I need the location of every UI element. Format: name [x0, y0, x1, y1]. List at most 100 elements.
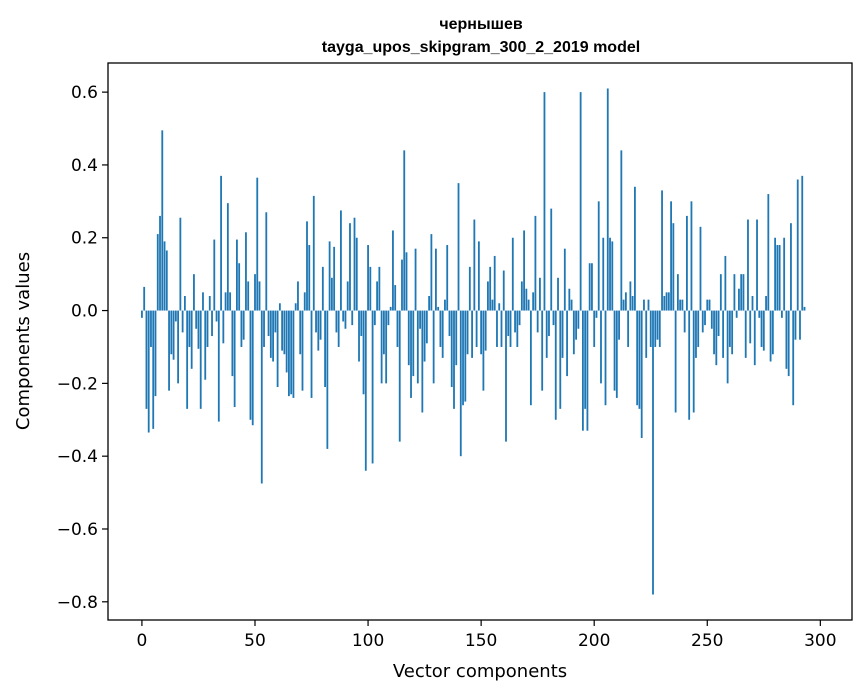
bar: [394, 285, 397, 311]
bar: [670, 201, 672, 311]
bar: [588, 263, 591, 311]
x-tick-label: 200: [578, 631, 610, 651]
bar: [226, 203, 229, 311]
bar: [658, 310, 661, 347]
bar: [640, 310, 643, 438]
bar: [294, 303, 297, 311]
bar: [708, 299, 711, 311]
bar: [168, 310, 170, 391]
bar: [765, 295, 767, 311]
bar: [342, 310, 345, 322]
bar: [330, 277, 333, 311]
bar: [505, 310, 507, 442]
bar: [767, 194, 770, 311]
bar: [539, 277, 541, 311]
bar: [462, 310, 464, 406]
bar: [468, 266, 471, 311]
bar: [663, 295, 666, 311]
bar: [572, 310, 575, 355]
bar: [156, 234, 159, 311]
bar: [448, 310, 451, 337]
bar: [242, 310, 245, 340]
bar: [559, 310, 562, 409]
bar: [638, 310, 641, 409]
bar: [561, 310, 564, 358]
bar: [457, 183, 460, 311]
bar: [159, 215, 161, 311]
bar: [480, 310, 483, 355]
bar: [310, 310, 313, 398]
bar: [697, 310, 700, 347]
bar: [211, 310, 213, 337]
bar: [676, 274, 679, 311]
bar: [145, 310, 148, 409]
bar: [604, 310, 607, 406]
bar: [527, 299, 530, 311]
bar: [283, 310, 286, 355]
bar: [373, 310, 376, 326]
bar: [803, 306, 806, 311]
chart-subtitle: tayga_upos_skipgram_300_2_2019 model: [322, 39, 640, 56]
bar: [229, 292, 232, 311]
bar: [529, 310, 532, 406]
bar: [738, 288, 740, 311]
bar: [251, 310, 254, 426]
bar: [701, 310, 704, 333]
bar: [756, 219, 758, 311]
bar: [220, 175, 222, 311]
bar: [423, 310, 426, 362]
bar: [428, 295, 431, 311]
y-tick-label: −0.6: [57, 520, 98, 540]
bar: [238, 263, 241, 311]
y-tick-label: 0.6: [71, 83, 98, 103]
bar: [778, 245, 781, 311]
x-tick-label: 50: [244, 631, 266, 651]
bar: [636, 310, 639, 406]
bar: [792, 310, 795, 406]
bar: [256, 177, 259, 311]
bar: [577, 310, 580, 329]
bar: [396, 310, 399, 347]
bar: [290, 310, 293, 395]
bar: [801, 175, 804, 311]
bar: [154, 310, 157, 397]
bar: [634, 186, 636, 311]
bar: [620, 150, 623, 311]
x-tick-label: 150: [465, 631, 497, 651]
bar: [692, 310, 695, 413]
bar: [681, 299, 684, 311]
bar: [484, 310, 487, 351]
bar: [715, 310, 718, 366]
bar: [267, 310, 270, 337]
bar: [787, 310, 790, 377]
y-tick-label: −0.4: [57, 447, 98, 467]
bar: [498, 303, 501, 311]
bar: [459, 310, 462, 457]
bar: [595, 310, 598, 318]
bar: [215, 310, 218, 322]
bar: [240, 310, 243, 347]
bar: [147, 310, 150, 433]
bar: [667, 292, 670, 311]
bar: [233, 310, 236, 408]
bar: [699, 226, 702, 311]
bar: [511, 237, 514, 311]
bar: [710, 310, 713, 329]
bar: [285, 310, 288, 373]
bar: [532, 292, 535, 311]
bar: [545, 310, 548, 358]
bar: [351, 310, 354, 326]
bar: [254, 274, 256, 311]
bar: [333, 246, 336, 311]
bar: [432, 310, 435, 384]
bar: [751, 295, 754, 311]
bar: [783, 237, 786, 311]
bar: [195, 310, 198, 329]
y-tick-label: 0.4: [71, 156, 98, 176]
bar: [502, 270, 505, 311]
bar: [387, 310, 390, 326]
bar: [516, 310, 519, 347]
bar: [713, 310, 715, 355]
bar: [143, 286, 146, 311]
bar: [600, 310, 602, 384]
